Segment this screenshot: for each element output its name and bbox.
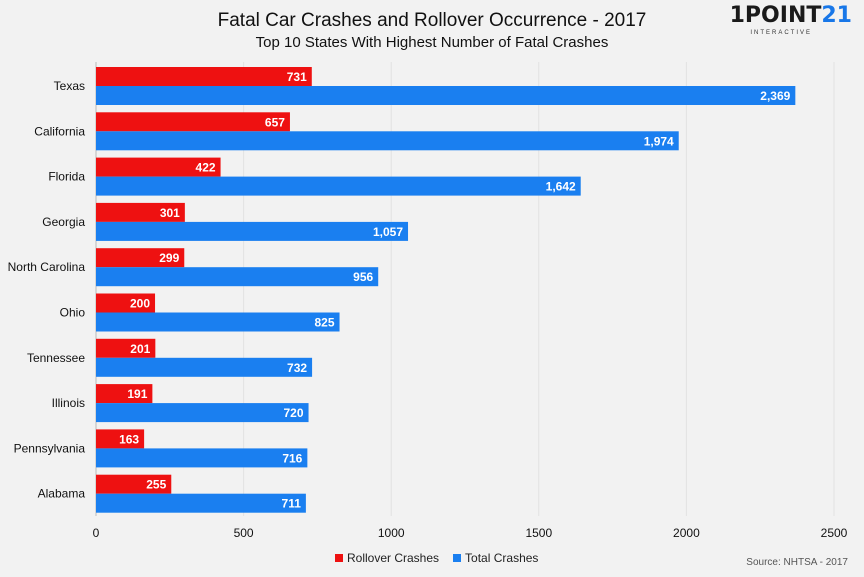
bar-total xyxy=(96,176,581,196)
data-label: 825 xyxy=(315,316,335,330)
data-label: 731 xyxy=(287,70,307,84)
y-category-label: Pennsylvania xyxy=(14,441,86,455)
source-note: Source: NHTSA - 2017 xyxy=(746,557,848,568)
data-label: 1,974 xyxy=(644,134,674,148)
bar-total xyxy=(96,357,313,377)
bar-total xyxy=(96,448,308,468)
legend-label: Rollover Crashes xyxy=(347,551,440,565)
data-label: 191 xyxy=(127,387,147,401)
x-tick-label: 2000 xyxy=(673,526,700,540)
data-label: 422 xyxy=(196,161,216,175)
bar-rollover xyxy=(96,112,290,132)
legend-label: Total Crashes xyxy=(465,551,539,565)
y-category-label: Illinois xyxy=(52,396,85,410)
bar-rollover xyxy=(96,157,221,177)
bar-total xyxy=(96,131,679,151)
bar-rollover xyxy=(96,202,185,222)
bar-total xyxy=(96,403,309,423)
data-label: 1,642 xyxy=(546,180,576,194)
y-category-label: Florida xyxy=(48,170,85,184)
logo-sub: INTERACTIVE xyxy=(750,30,812,36)
bar-rollover xyxy=(96,293,156,313)
bar-rollover xyxy=(96,248,185,268)
y-category-label: California xyxy=(34,124,85,138)
y-category-label: Georgia xyxy=(42,215,85,229)
data-label: 255 xyxy=(146,478,166,492)
data-label: 720 xyxy=(284,406,304,420)
data-label: 201 xyxy=(130,342,150,356)
bar-rollover xyxy=(96,384,153,404)
data-label: 163 xyxy=(119,432,139,446)
bar-total xyxy=(96,267,379,287)
chart-title: Fatal Car Crashes and Rollover Occurrenc… xyxy=(217,10,647,31)
logo-main: 1POINT xyxy=(729,3,822,28)
legend-swatch-rollover xyxy=(335,554,343,562)
y-category-label: Texas xyxy=(54,79,85,93)
legend-item-total: Total Crashes xyxy=(453,551,538,565)
bar-rollover xyxy=(96,67,312,86)
legend: Rollover Crashes Total Crashes xyxy=(335,551,538,565)
bar-total xyxy=(96,312,340,332)
y-category-label: Tennessee xyxy=(27,351,85,365)
y-category-label: North Carolina xyxy=(8,260,86,274)
x-tick-label: 2500 xyxy=(821,526,848,540)
data-label: 711 xyxy=(282,497,302,511)
legend-item-rollover: Rollover Crashes xyxy=(335,551,439,565)
x-tick-label: 1500 xyxy=(525,526,552,540)
bar-total xyxy=(96,493,306,513)
data-label: 732 xyxy=(287,361,307,375)
bar-total xyxy=(96,221,409,241)
y-category-label: Alabama xyxy=(38,487,86,501)
bar-rollover xyxy=(96,338,156,358)
bar-rollover xyxy=(96,429,145,449)
x-tick-label: 500 xyxy=(234,526,254,540)
logo-accent: 21 xyxy=(821,3,852,28)
data-label: 716 xyxy=(282,451,302,465)
data-label: 299 xyxy=(159,251,179,265)
data-label: 2,369 xyxy=(760,89,790,103)
chart-subtitle: Top 10 States With Highest Number of Fat… xyxy=(255,34,609,51)
data-label: 200 xyxy=(130,297,150,311)
data-label: 956 xyxy=(353,270,373,284)
data-label: 1,057 xyxy=(373,225,403,239)
data-label: 657 xyxy=(265,115,285,129)
legend-swatch-total xyxy=(453,554,462,562)
data-label: 301 xyxy=(160,206,180,220)
x-tick-label: 1000 xyxy=(378,526,405,540)
logo: 1POINT21 INTERACTIVE xyxy=(730,4,852,37)
bar-total xyxy=(96,86,796,105)
x-tick-label: 0 xyxy=(93,526,100,540)
y-category-label: Ohio xyxy=(60,306,86,320)
bar-rollover xyxy=(96,474,172,494)
